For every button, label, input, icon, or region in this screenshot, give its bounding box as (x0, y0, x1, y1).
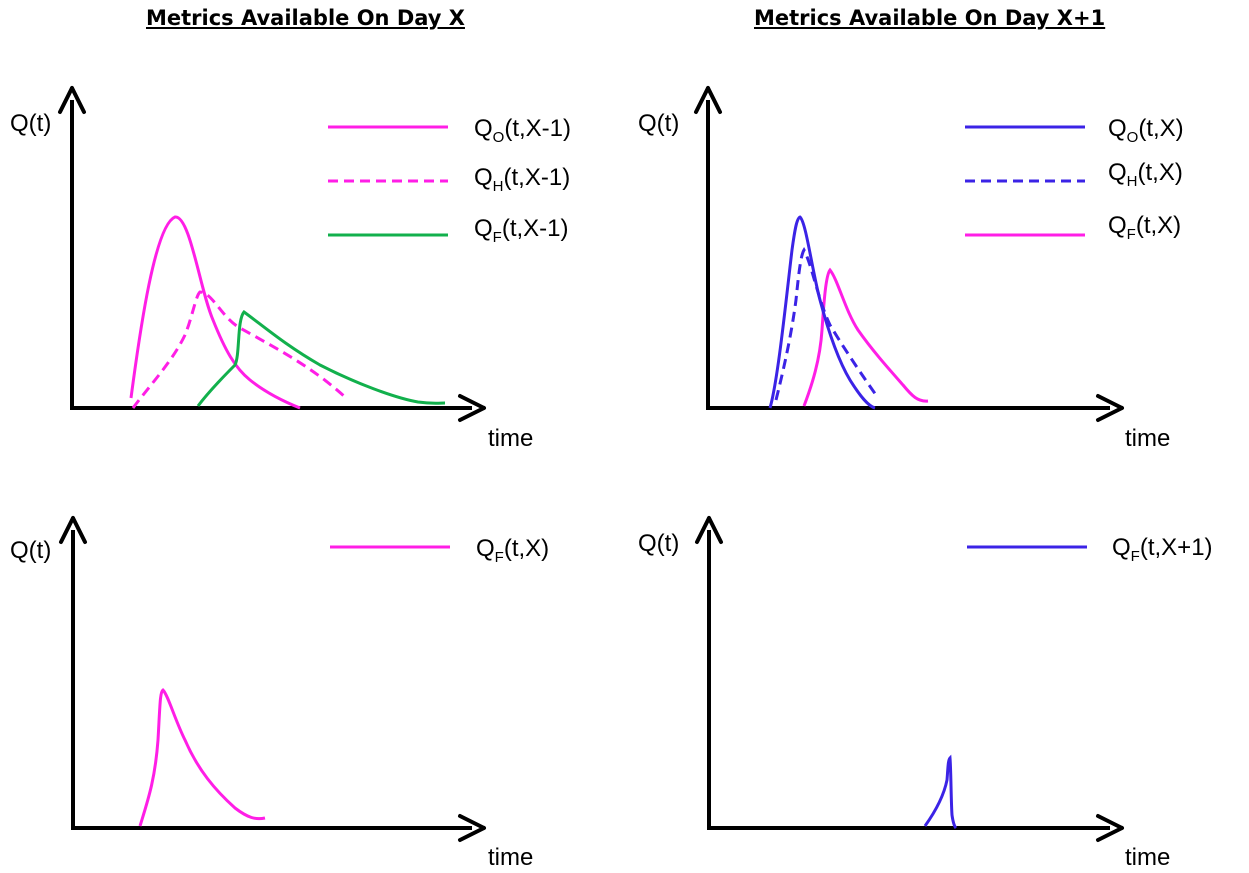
legend-top-left: QO(t,X-1) QH(t,X-1) QF(t,X-1) (328, 115, 571, 246)
legend-label-qf: QF(t,X) (1108, 212, 1181, 243)
curve-qf-x (802, 267, 929, 407)
x-axis-label: time (488, 425, 533, 452)
curve-qo-x (768, 215, 876, 410)
panel-top-left: Q(t) time QO(t,X-1) QH(t,X-1) QF(t,X-1) (10, 86, 571, 452)
curve-qf-x-minus-1 (196, 309, 446, 407)
y-axis-label: Q(t) (638, 110, 679, 137)
legend-bottom-left: QF(t,X) (330, 535, 549, 566)
panel-top-right: Q(t) time QO(t,X) QH(t,X) QF(t,X) (638, 86, 1184, 452)
legend-label-qf: QF(t,X+1) (1112, 534, 1213, 565)
legend-label-qf: QF(t,X-1) (474, 215, 569, 246)
x-axis (707, 814, 1124, 842)
x-axis-label: time (1125, 844, 1170, 871)
y-axis (694, 86, 722, 408)
panel-bottom-right: Q(t) time QF(t,X+1) (638, 516, 1213, 871)
x-axis-label: time (1125, 425, 1170, 452)
curve-qf-x-forecast (138, 688, 266, 827)
legend-bottom-right: QF(t,X+1) (967, 534, 1213, 565)
y-axis (695, 516, 723, 828)
y-axis-label: Q(t) (10, 537, 51, 564)
x-axis-label: time (488, 844, 533, 871)
y-axis (59, 516, 87, 828)
x-axis (71, 814, 486, 842)
legend-label-qh: QH(t,X-1) (474, 164, 570, 195)
panel-bottom-left: Q(t) time QF(t,X) (10, 516, 549, 871)
legend-label-qo: QO(t,X) (1108, 115, 1184, 146)
legend-label-qf: QF(t,X) (476, 535, 549, 566)
curve-qh-x (774, 246, 878, 401)
y-axis (58, 86, 86, 408)
x-axis (706, 394, 1124, 422)
curve-qf-x-plus-1 (923, 754, 958, 830)
y-axis-label: Q(t) (638, 530, 679, 557)
legend-top-right: QO(t,X) QH(t,X) QF(t,X) (965, 115, 1184, 243)
legend-label-qh: QH(t,X) (1108, 159, 1183, 190)
y-axis-label: Q(t) (10, 110, 51, 137)
heading-day-x-plus-1: Metrics Available On Day X+1 (754, 6, 1106, 30)
curve-qh-x-minus-1 (131, 290, 347, 409)
legend-label-qo: QO(t,X-1) (474, 115, 571, 146)
heading-day-x: Metrics Available On Day X (146, 6, 465, 30)
curve-qo-x-minus-1 (129, 215, 301, 410)
x-axis (70, 394, 486, 422)
